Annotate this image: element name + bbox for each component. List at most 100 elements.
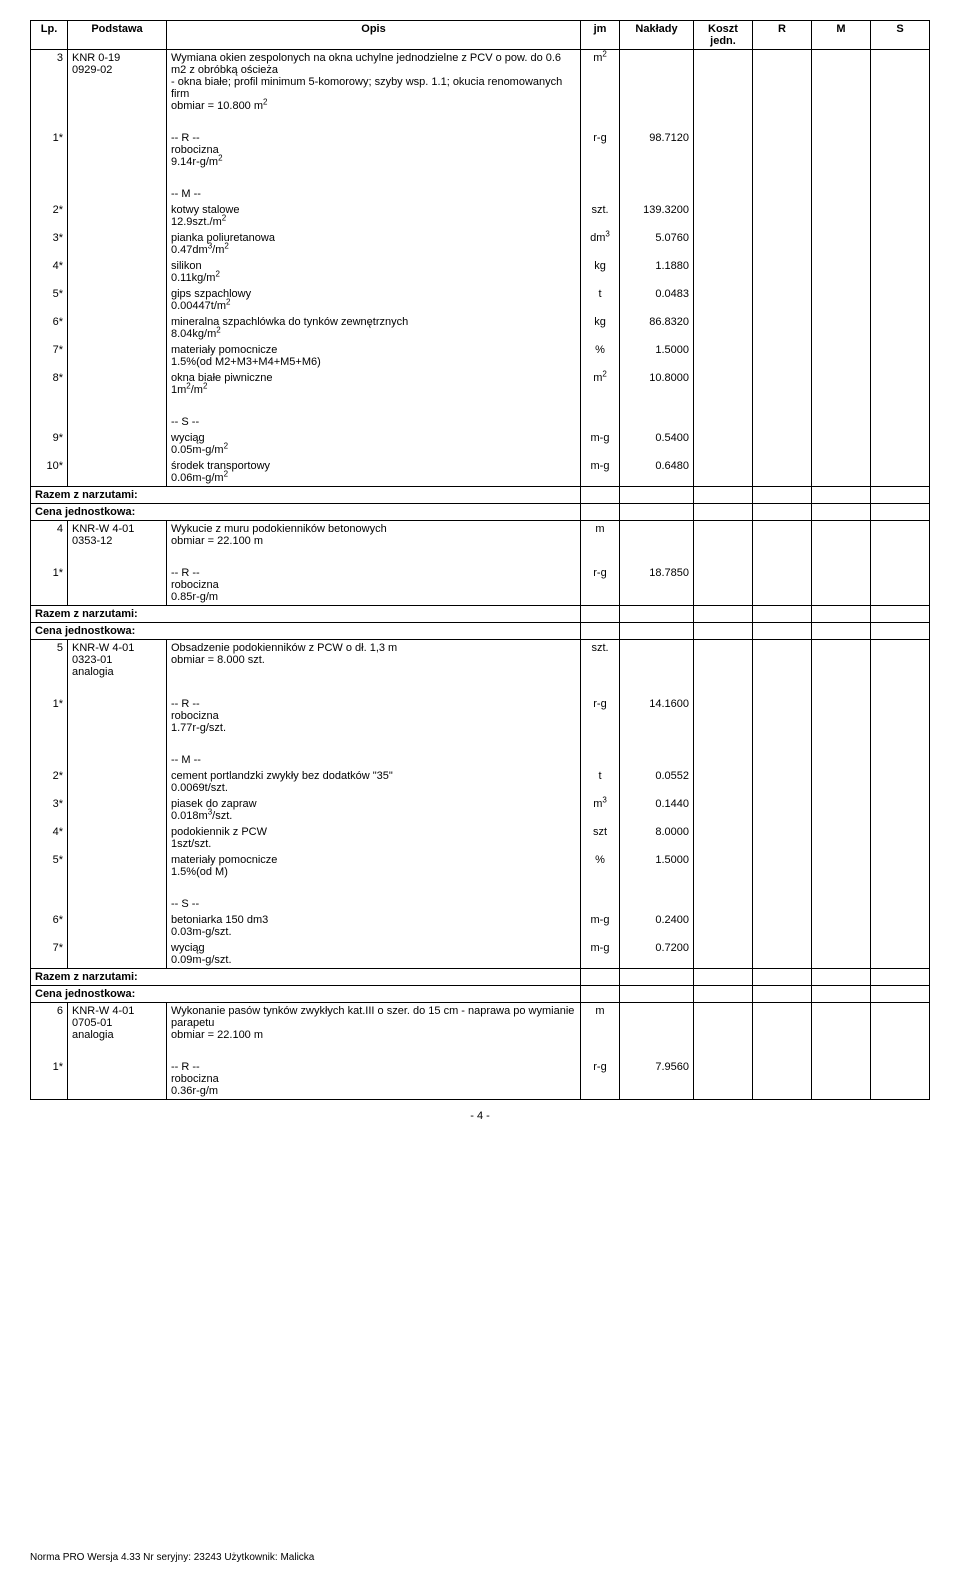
cell-podstawa <box>68 896 167 912</box>
cell-lp <box>31 114 68 130</box>
cell-naklady <box>620 549 694 565</box>
cell-jm: m3 <box>581 796 620 824</box>
table-row <box>31 736 930 752</box>
cell-r <box>753 414 812 430</box>
cell-koszt <box>694 680 753 696</box>
table-row: 7*materiały pomocnicze1.5%(od M2+M3+M4+M… <box>31 342 930 370</box>
cell-s <box>871 50 930 115</box>
table-row: 1*-- R --robocizna0.85r-g/mr-g18.7850 <box>31 565 930 606</box>
cell-jm: szt. <box>581 640 620 681</box>
cell-naklady: 1.5000 <box>620 852 694 880</box>
table-row: Cena jednostkowa: <box>31 504 930 521</box>
cell-jm: szt. <box>581 202 620 230</box>
cell-opis: Wykonanie pasów tynków zwykłych kat.III … <box>167 1003 581 1044</box>
cell-m <box>812 1059 871 1100</box>
cell-jm <box>581 170 620 186</box>
cell-opis: -- R --robocizna1.77r-g/szt. <box>167 696 581 736</box>
cell-m <box>812 549 871 565</box>
cell-r <box>753 796 812 824</box>
table-row: Razem z narzutami: <box>31 969 930 986</box>
cell-jm: m-g <box>581 912 620 940</box>
cell-jm: t <box>581 768 620 796</box>
header-jm: jm <box>581 21 620 50</box>
cell-m <box>812 796 871 824</box>
cell-naklady <box>620 752 694 768</box>
cell-lp: 2* <box>31 768 68 796</box>
cell-lp <box>31 170 68 186</box>
cell-koszt <box>694 114 753 130</box>
cell-r <box>753 736 812 752</box>
cell-s <box>871 880 930 896</box>
table-row: 6*mineralna szpachlówka do tynków zewnęt… <box>31 314 930 342</box>
table-row: -- M -- <box>31 752 930 768</box>
cell-r <box>753 940 812 969</box>
cell-koszt <box>694 752 753 768</box>
cell-podstawa <box>68 314 167 342</box>
cell-jm: m-g <box>581 430 620 458</box>
cell-s <box>871 752 930 768</box>
cell-jm <box>581 680 620 696</box>
table-row <box>31 398 930 414</box>
cell-m <box>812 114 871 130</box>
cell-podstawa <box>68 852 167 880</box>
cell-jm: % <box>581 852 620 880</box>
cell-m <box>812 202 871 230</box>
cell-koszt <box>694 896 753 912</box>
cell-jm: m2 <box>581 370 620 398</box>
cell-r <box>753 1043 812 1059</box>
cell-s <box>871 370 930 398</box>
cell-jm <box>581 896 620 912</box>
cell-opis: podokiennik z PCW1szt/szt. <box>167 824 581 852</box>
table-row: -- M -- <box>31 186 930 202</box>
cell-jm: t <box>581 286 620 314</box>
header-s: S <box>871 21 930 50</box>
cell-m <box>812 696 871 736</box>
cell-naklady <box>620 114 694 130</box>
cell-jm: kg <box>581 258 620 286</box>
table-row: 8*okna białe piwniczne1m2/m2m210.8000 <box>31 370 930 398</box>
cell-m <box>812 1003 871 1044</box>
cell-podstawa <box>68 752 167 768</box>
cell-jm: r-g <box>581 130 620 170</box>
table-row: 4*silikon0.11kg/m2kg1.1880 <box>31 258 930 286</box>
cell-lp: 1* <box>31 696 68 736</box>
cell-m <box>812 640 871 681</box>
cell-podstawa: KNR-W 4-010323-01analogia <box>68 640 167 681</box>
cell-r <box>753 912 812 940</box>
table-row: 5KNR-W 4-010323-01analogiaObsadzenie pod… <box>31 640 930 681</box>
cell-podstawa <box>68 696 167 736</box>
cell-koszt <box>694 768 753 796</box>
razem-label: Razem z narzutami: <box>31 606 581 623</box>
cell-opis <box>167 736 581 752</box>
cell-jm: m <box>581 1003 620 1044</box>
cell-koszt <box>694 230 753 258</box>
cell-jm <box>581 414 620 430</box>
cell-jm <box>581 114 620 130</box>
cell-m <box>812 1043 871 1059</box>
cell-m <box>812 370 871 398</box>
cell-koszt <box>694 430 753 458</box>
cell-s <box>871 565 930 606</box>
cell-s <box>871 549 930 565</box>
cell-r <box>753 202 812 230</box>
cell-s <box>871 1059 930 1100</box>
cell-opis <box>167 880 581 896</box>
cell-koszt <box>694 640 753 681</box>
cell-koszt <box>694 1059 753 1100</box>
cell-jm: kg <box>581 314 620 342</box>
razem-label: Razem z narzutami: <box>31 487 581 504</box>
cell-r <box>753 314 812 342</box>
cell-opis: Obsadzenie podokienników z PCW o dł. 1,3… <box>167 640 581 681</box>
table-row: -- S -- <box>31 414 930 430</box>
cell-r <box>753 824 812 852</box>
cell-m <box>812 170 871 186</box>
cost-table: Lp. Podstawa Opis jm Nakłady Koszt jedn.… <box>30 20 930 1100</box>
cell-lp: 3* <box>31 796 68 824</box>
cell-podstawa <box>68 912 167 940</box>
cell-jm: r-g <box>581 696 620 736</box>
cell-naklady: 0.6480 <box>620 458 694 487</box>
cell-podstawa <box>68 880 167 896</box>
cell-naklady: 8.0000 <box>620 824 694 852</box>
cell-r <box>753 286 812 314</box>
cell-naklady <box>620 880 694 896</box>
